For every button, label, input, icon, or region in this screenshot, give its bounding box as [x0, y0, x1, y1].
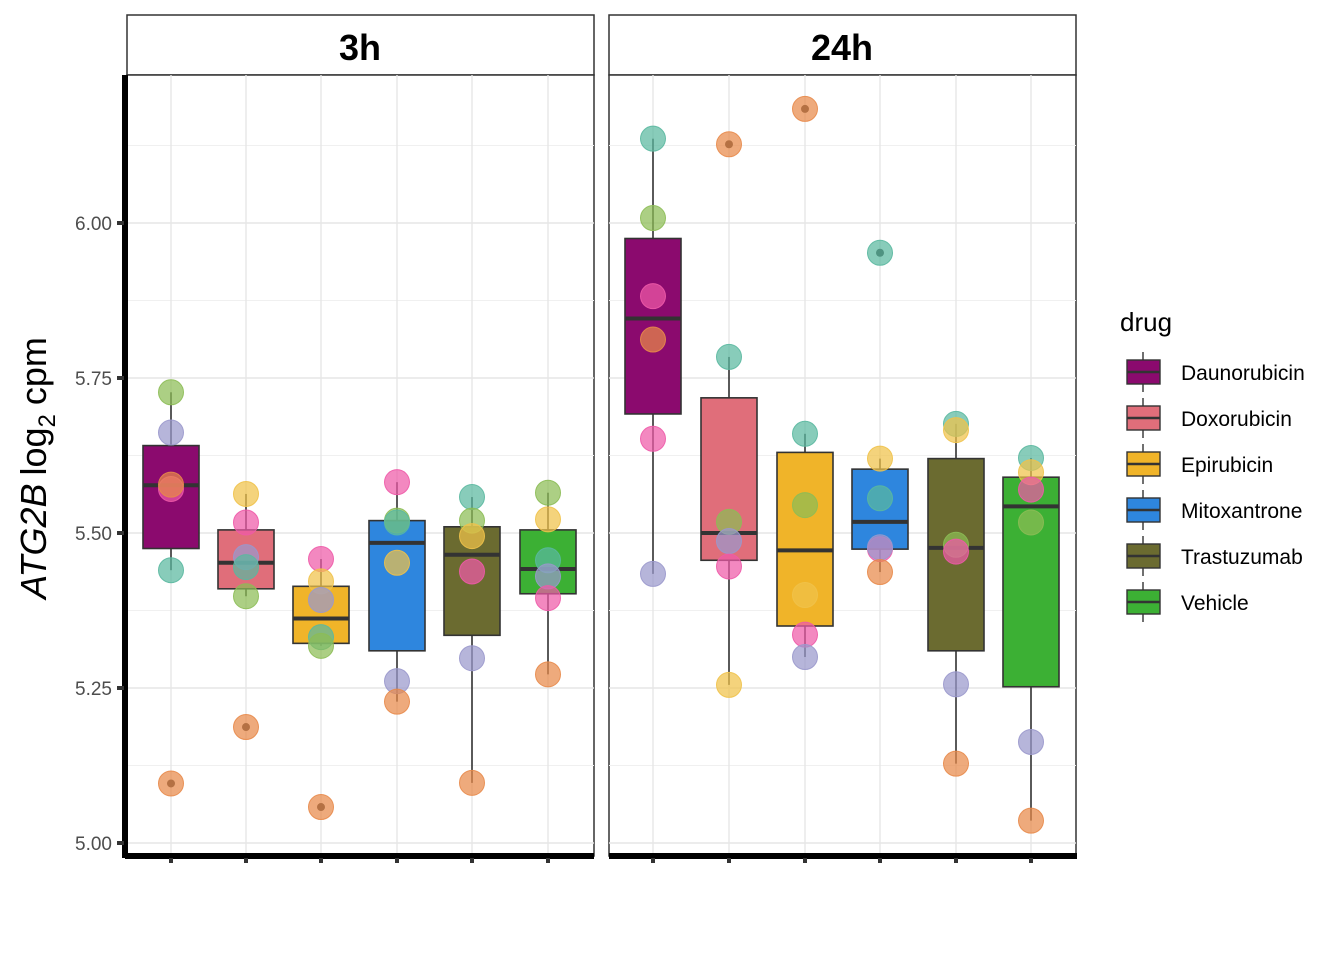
facet-24h: 24h	[608, 14, 1077, 857]
data-point-orange	[943, 750, 969, 777]
data-point-teal	[158, 557, 184, 584]
data-point-teal	[640, 125, 666, 152]
data-point-pink	[233, 509, 259, 536]
gridlines-3h	[127, 75, 594, 856]
data-point-orange	[716, 131, 742, 158]
y-tick-label: 6.00	[75, 214, 112, 235]
data-point-pink	[308, 546, 334, 573]
data-point-orange	[384, 688, 410, 715]
data-point-teal	[233, 554, 259, 581]
data-point-teal	[384, 509, 410, 536]
legend-label: Epirubicin	[1181, 454, 1273, 477]
data-point-pink	[640, 283, 666, 310]
facet-label-24h: 24h	[811, 27, 873, 68]
legend-label: Doxorubicin	[1181, 408, 1292, 431]
y-axis-ticks: 5.00 5.25 5.50 5.75 6.00	[75, 214, 124, 855]
y-axis-gene: ATG2B	[13, 484, 54, 601]
y-axis-subscript: 2	[34, 414, 61, 427]
legend-label: Vehicle	[1181, 592, 1249, 615]
y-axis-unit: cpm	[13, 337, 54, 405]
facet-strip-3h	[126, 14, 595, 76]
data-point-green	[233, 583, 259, 610]
box-iqr	[624, 237, 682, 415]
legend-item-trastuzumab: Trastuzumab	[1126, 536, 1303, 576]
data-point-pink	[943, 538, 969, 565]
y-tick-label: 5.25	[75, 679, 112, 700]
y-tick-label: 5.00	[75, 834, 112, 855]
legend-item-epirubicin: Epirubicin	[1126, 444, 1273, 484]
data-point-orange	[308, 794, 334, 821]
data-point-yellow	[943, 417, 969, 444]
data-point-yellow	[535, 506, 561, 533]
data-point-lavender	[640, 560, 666, 587]
data-point-green	[308, 632, 334, 659]
y-tick-label: 5.75	[75, 369, 112, 390]
legend-items: Daunorubicin Doxorubicin Epirubicin Mitoxan…	[1126, 352, 1305, 622]
legend-item-doxorubicin: Doxorubicin	[1126, 398, 1292, 438]
legend: drug Daunorubicin Doxorubicin Epirubicin Mi…	[1120, 307, 1305, 622]
legend-label: Mitoxantrone	[1181, 500, 1302, 523]
data-point-orange	[792, 95, 818, 122]
y-axis-title: ATG2B log2 cpm	[13, 337, 61, 601]
legend-item-daunorubicin: Daunorubicin	[1126, 352, 1305, 392]
data-point-green	[158, 379, 184, 406]
facet-3h: 3h	[126, 14, 595, 857]
data-point-pink	[1018, 476, 1044, 503]
data-point-pink	[535, 585, 561, 612]
legend-label: Daunorubicin	[1181, 362, 1305, 385]
data-point-yellow	[867, 445, 893, 472]
data-point-orange	[459, 769, 485, 796]
legend-title: drug	[1120, 307, 1172, 337]
box-iqr	[368, 519, 426, 652]
data-point-green	[1018, 509, 1044, 536]
x-axis-ticks	[169, 858, 1033, 863]
data-point-yellow	[716, 671, 742, 698]
data-point-lavender	[1018, 728, 1044, 755]
panel-24h	[608, 74, 1077, 857]
data-point-orange	[158, 770, 184, 797]
data-point-orange	[158, 471, 184, 498]
data-point-pink	[384, 469, 410, 496]
box-iqr	[1002, 476, 1060, 688]
data-point-yellow	[792, 582, 818, 608]
data-point-pink	[459, 558, 485, 585]
data-point-teal	[792, 420, 818, 447]
box-daunorubicin	[624, 138, 682, 574]
data-point-orange	[867, 559, 893, 586]
data-point-orange	[233, 714, 259, 741]
data-point-teal	[867, 239, 893, 266]
points-24h	[640, 95, 1044, 834]
data-point-yellow	[233, 480, 259, 507]
y-axis-log: log	[13, 427, 54, 475]
y-tick-label: 5.50	[75, 524, 112, 545]
data-point-pink	[716, 553, 742, 580]
data-point-orange	[1018, 807, 1044, 834]
data-point-lavender	[716, 528, 742, 555]
data-point-yellow	[459, 523, 485, 550]
data-point-lavender	[459, 645, 485, 672]
data-point-pink	[640, 425, 666, 452]
data-point-teal	[867, 485, 893, 512]
points-3h	[158, 379, 561, 821]
legend-item-mitoxantrone: Mitoxantrone	[1126, 490, 1302, 530]
data-point-green	[640, 205, 666, 232]
facet-label-3h: 3h	[339, 27, 381, 68]
data-point-orange	[640, 326, 666, 353]
data-point-lavender	[158, 419, 184, 446]
data-point-lavender	[867, 534, 893, 561]
data-point-teal	[459, 484, 485, 511]
legend-label: Trastuzumab	[1181, 546, 1303, 569]
data-point-orange	[535, 661, 561, 688]
data-point-green	[792, 492, 818, 519]
data-point-yellow	[384, 549, 410, 576]
data-point-green	[535, 479, 561, 506]
data-point-lavender	[943, 671, 969, 698]
data-point-pink	[792, 621, 818, 648]
legend-item-vehicle: Vehicle	[1126, 582, 1249, 622]
data-point-lavender	[308, 586, 334, 613]
data-point-teal	[716, 343, 742, 370]
panel-3h	[126, 74, 595, 857]
data-point-lavender	[792, 644, 818, 670]
